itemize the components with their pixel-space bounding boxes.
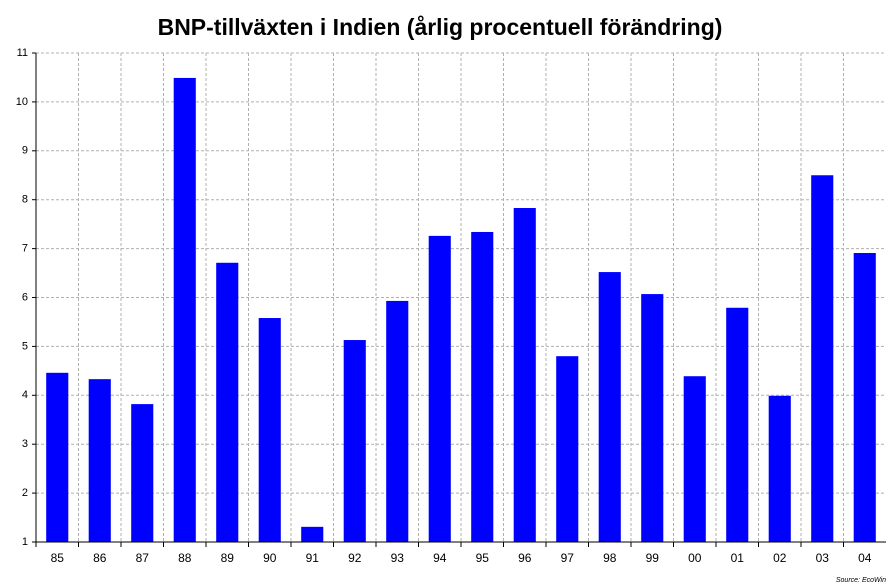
chart-title: BNP-tillväxten i Indien (årlig procentue… <box>158 14 723 40</box>
y-tick-label: 9 <box>22 145 28 157</box>
y-tick-label: 4 <box>22 389 28 401</box>
x-tick-label: 85 <box>51 551 65 565</box>
bar <box>513 208 536 542</box>
bar <box>598 272 621 542</box>
y-tick-label: 3 <box>22 438 28 450</box>
bar <box>88 379 111 542</box>
bar <box>216 262 239 542</box>
bar <box>683 376 706 542</box>
bar <box>428 235 451 543</box>
y-tick-label: 8 <box>22 194 28 206</box>
y-tick-label: 11 <box>17 47 28 59</box>
x-tick-label: 90 <box>263 551 277 565</box>
x-tick-label: 94 <box>433 551 447 565</box>
bar <box>173 77 196 543</box>
x-tick-label: 00 <box>688 551 702 565</box>
y-tick-label: 7 <box>22 243 28 255</box>
y-tick-label: 10 <box>16 96 28 108</box>
x-tick-label: 91 <box>306 551 320 565</box>
x-tick-label: 01 <box>731 551 745 565</box>
x-tick-label: 93 <box>391 551 405 565</box>
x-tick-label: 88 <box>178 551 192 565</box>
x-tick-label: 02 <box>773 551 787 565</box>
x-tick-label: 98 <box>603 551 617 565</box>
x-tick-label: 95 <box>476 551 490 565</box>
bar <box>343 340 366 542</box>
bar <box>471 231 494 542</box>
x-tick-label: 96 <box>518 551 532 565</box>
y-tick-label: 1 <box>22 536 28 548</box>
bar <box>386 300 409 542</box>
x-tick-label: 86 <box>93 551 107 565</box>
bar <box>258 318 281 542</box>
x-tick-label: 03 <box>816 551 830 565</box>
y-tick-label: 6 <box>22 291 28 303</box>
y-tick-label: 5 <box>22 340 28 352</box>
bar <box>726 307 749 542</box>
bar <box>46 372 69 542</box>
x-tick-label: 04 <box>858 551 872 565</box>
bar <box>768 395 791 542</box>
x-tick-label: 97 <box>561 551 575 565</box>
x-tick-label: 92 <box>348 551 362 565</box>
bar <box>811 175 834 542</box>
bar <box>641 294 664 542</box>
bar <box>556 356 579 542</box>
bar <box>301 526 324 542</box>
bar <box>853 253 876 542</box>
source-note: Source: EcoWin <box>836 577 886 584</box>
bar <box>131 404 154 542</box>
x-tick-label: 89 <box>221 551 235 565</box>
y-tick-label: 2 <box>22 487 28 499</box>
x-tick-label: 99 <box>646 551 660 565</box>
x-tick-label: 87 <box>136 551 150 565</box>
